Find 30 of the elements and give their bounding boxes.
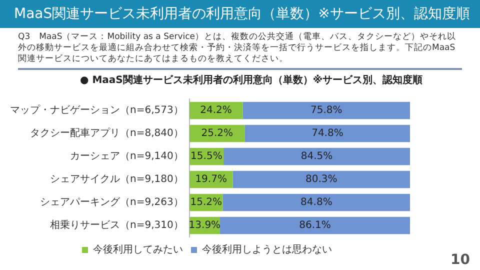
chart-subtitle: Q3 MaaS（マース：Mobility as a Service）とは、複数の公共交通（電車、バス、タクシーなど）やそれ以外の移動サービスを最適に組み合わせて検索・予約・決済等を一括で行うサービスを指します。下記のMaaS関連サービスについてあなたにあてはまるものを教えてください。 bbox=[18, 32, 462, 70]
y-tick-label: 相乗りサービス（n=9,310） bbox=[50, 219, 184, 232]
y-tick-label: シェアパーキング（n=9,263） bbox=[40, 197, 184, 208]
data-label: 75.8% bbox=[310, 105, 342, 116]
data-label: 80.3% bbox=[306, 174, 338, 186]
data-label: 24.2% bbox=[200, 105, 232, 116]
text: ● MaaS関連サービス未利用者の利用意向（単数）※サービス別、認知度順 bbox=[80, 73, 424, 87]
data-label: 15.2% bbox=[190, 197, 222, 208]
y-tick-label: マップ・ナビゲーション（n=6,573） bbox=[10, 104, 184, 116]
data-label: 13.9% bbox=[188, 220, 221, 232]
bar bbox=[232, 170, 410, 188]
bar bbox=[242, 102, 410, 120]
data-label: 84.5% bbox=[300, 151, 333, 162]
legend-label: 今後利用してみたい bbox=[93, 244, 183, 256]
data-label: 15.5% bbox=[190, 151, 222, 162]
data-label: 25.2% bbox=[201, 128, 234, 140]
text: 10 bbox=[450, 252, 470, 268]
legend-label: 今後利用しようとは思わない bbox=[202, 244, 332, 256]
y-tick-label: タクシー配車アプリ（n=8,840） bbox=[30, 127, 184, 140]
chart-title: MaaS関連サービス未利用者の利用意向（単数）※サービス別、認知度順 bbox=[0, 0, 480, 28]
bar bbox=[244, 124, 410, 142]
data-label: 74.8% bbox=[312, 128, 344, 140]
data-label: 86.1% bbox=[299, 220, 331, 232]
y-tick-label: カーシェア（n=9,140） bbox=[70, 151, 184, 162]
bar bbox=[222, 194, 410, 212]
bar bbox=[224, 148, 410, 166]
bar bbox=[220, 216, 410, 234]
y-tick-label: シェアサイクル（n=9,180） bbox=[50, 174, 184, 186]
data-label: 84.8% bbox=[300, 197, 332, 208]
data-label: 19.7% bbox=[195, 174, 227, 186]
